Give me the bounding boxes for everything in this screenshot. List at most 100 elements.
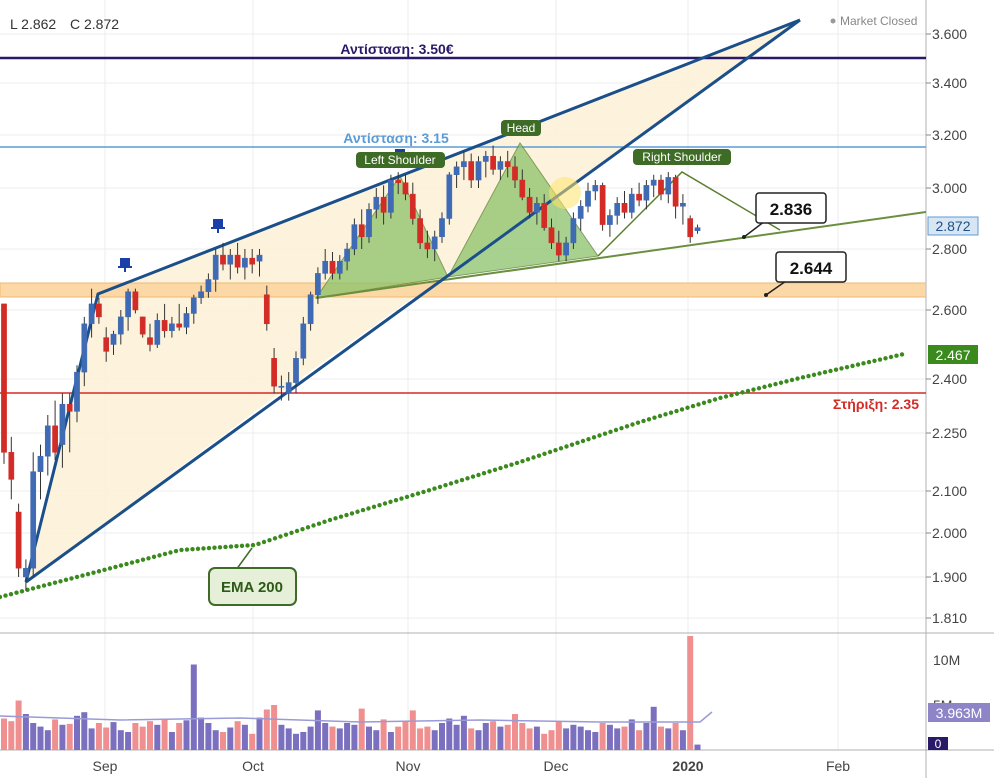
volume-bar [599, 723, 606, 750]
candle [249, 249, 256, 274]
candle [1, 303, 7, 464]
ema-dot [129, 560, 135, 565]
volume-bar [271, 705, 278, 750]
ema-dot [294, 528, 300, 534]
ema-dot [96, 569, 102, 574]
candle [329, 252, 336, 280]
ema-dot [663, 412, 668, 417]
candle [52, 400, 58, 461]
candle [220, 242, 226, 271]
volume-bar [205, 723, 212, 750]
volume-bar [66, 723, 73, 750]
left-shoulder-shape [314, 175, 449, 299]
candle [161, 303, 168, 338]
ema-dot [74, 574, 80, 580]
candle [373, 188, 380, 219]
volume-bar [117, 730, 124, 750]
ema-callout: EMA 200 [208, 547, 297, 606]
svg-text:2.872: 2.872 [935, 218, 970, 234]
right-shoulder-shape [597, 171, 781, 257]
volume-bar [22, 714, 29, 750]
ema-dot [14, 590, 19, 595]
volume-bar [687, 636, 694, 750]
ema-dot [63, 577, 69, 583]
ema-dot [322, 519, 327, 525]
svg-text:2.467: 2.467 [935, 347, 970, 363]
last-price-badge: 2.872 [927, 216, 979, 236]
volume-bar [344, 723, 351, 750]
volume-bar [168, 732, 175, 750]
volume-bar [482, 723, 489, 750]
volume-bar [234, 721, 241, 750]
volume-bar [417, 728, 424, 750]
candle [37, 444, 44, 500]
ema-dot [520, 458, 525, 464]
ema-dot [580, 438, 586, 444]
volume-bar [570, 724, 577, 750]
ema-dot [338, 514, 344, 519]
candle [541, 194, 548, 231]
volume-bar [694, 744, 701, 750]
volume-bar [409, 710, 416, 750]
volume-bar [533, 726, 540, 750]
volume-bar [110, 722, 117, 750]
ema-dot [184, 547, 190, 552]
head-label: Head [501, 120, 541, 136]
volume-bar [504, 724, 511, 750]
ema-dot [712, 397, 718, 402]
y-tick-label: 3.600 [932, 26, 967, 42]
right-shoulder-label: Right Shoulder [633, 149, 731, 165]
x-tick-label: Sep [93, 758, 118, 774]
candle [490, 145, 496, 175]
volume-bar [95, 723, 102, 750]
volume-bar [183, 720, 190, 750]
candle [263, 285, 270, 331]
ema-dot [531, 455, 536, 460]
ema-dot [173, 548, 179, 554]
x-tick-label: 2020 [672, 758, 703, 774]
candle [336, 255, 343, 280]
ema-dot [0, 594, 3, 600]
volume-bar [249, 733, 256, 750]
y-tick-label: 2.800 [932, 241, 967, 257]
y-tick-label: 2.600 [932, 302, 967, 318]
candle [285, 372, 292, 401]
volume-bar [679, 730, 686, 750]
volume-bar [665, 728, 672, 750]
x-tick-label: Dec [544, 758, 569, 774]
volume-bar [322, 723, 329, 750]
candle [570, 212, 577, 249]
ema-dot [635, 420, 641, 425]
ema-dot [619, 425, 624, 431]
candle [402, 174, 409, 201]
ema-dot [360, 507, 366, 513]
ema-dot [366, 506, 371, 511]
ema-dot [657, 413, 663, 419]
x-tick-label: Oct [242, 758, 264, 774]
candle [650, 174, 657, 198]
candle [548, 218, 555, 249]
candle [636, 182, 642, 207]
candle [409, 182, 416, 225]
ema-dot [723, 394, 729, 399]
ema-dot [118, 563, 124, 568]
candle [453, 161, 460, 188]
svg-text:Head: Head [507, 121, 536, 135]
volume-bar [30, 723, 37, 750]
ema-dot [795, 376, 800, 381]
ema-dot [866, 359, 872, 365]
ema-dot [102, 567, 107, 573]
candle [658, 174, 664, 201]
volume-bar [176, 723, 183, 750]
ema-dot [855, 362, 861, 367]
ema-dot [784, 379, 789, 384]
candle [59, 393, 66, 468]
volume-tick-label: 10M [933, 652, 960, 668]
volume-bar [497, 726, 504, 750]
volume-badge: 3.963M [928, 703, 990, 722]
volume-bar [592, 732, 599, 750]
volume-bar [658, 726, 664, 750]
volume-bar [606, 724, 613, 750]
candle [212, 249, 219, 292]
